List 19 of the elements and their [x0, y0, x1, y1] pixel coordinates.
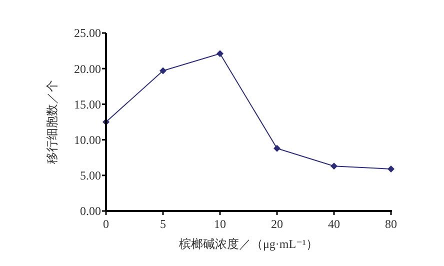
- y-tick-label: 0.00: [80, 204, 101, 218]
- y-tick-label: 25.00: [74, 26, 101, 40]
- x-tick-label: 40: [328, 217, 340, 231]
- y-tick-label: 10.00: [74, 133, 101, 147]
- y-tick-label: 20.00: [74, 62, 101, 76]
- x-tick-label: 10: [214, 217, 226, 231]
- point: [274, 144, 280, 152]
- x-axis-title: 槟榔碱浓度／（μg·mL⁻¹）: [178, 237, 318, 251]
- point: [160, 67, 166, 74]
- y-tick-label: 15.00: [74, 97, 101, 112]
- x-tick-label: 5: [160, 217, 166, 231]
- x-tick-label: 20: [271, 217, 283, 231]
- point: [388, 165, 394, 172]
- y-axis-title: 移行细胞数／个: [45, 80, 59, 164]
- point: [216, 50, 224, 58]
- y-tick-label: 5.00: [80, 168, 101, 183]
- x-tick-label: 80: [385, 217, 397, 231]
- point: [330, 162, 338, 170]
- x-tick-label: 0: [103, 217, 109, 231]
